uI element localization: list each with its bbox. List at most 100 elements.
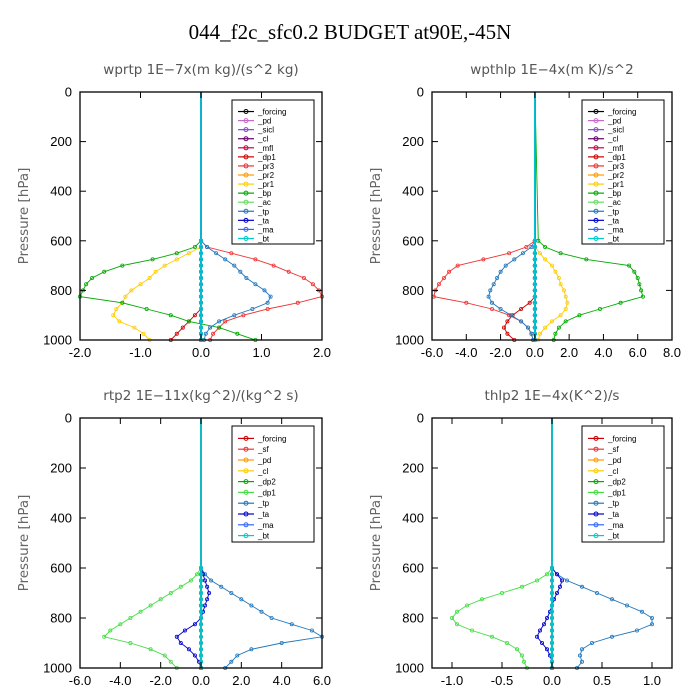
- data-point: [128, 616, 133, 621]
- legend: _forcing_pd_sicl_cl_mfl_dp1_pr3_pr2_pr1_…: [231, 99, 315, 245]
- y-tick-label: 1000: [43, 661, 72, 676]
- legend-marker: [593, 500, 599, 506]
- legend-label: _pr1: [257, 180, 275, 189]
- legend-marker: [243, 522, 249, 528]
- data-point: [286, 269, 291, 274]
- data-point: [578, 653, 583, 658]
- data-point: [488, 288, 493, 293]
- data-point: [532, 269, 537, 274]
- data-point: [640, 294, 645, 299]
- legend-marker: [593, 435, 599, 441]
- data-point: [550, 628, 555, 633]
- data-point: [469, 628, 474, 633]
- data-point: [532, 257, 537, 262]
- legend-label: _forcing: [607, 108, 636, 117]
- y-tick-label: 0: [65, 411, 72, 426]
- x-tick-label: 8.0: [663, 345, 681, 360]
- data-point: [174, 257, 179, 262]
- data-point: [202, 578, 207, 583]
- data-point: [198, 584, 203, 589]
- data-point: [198, 306, 203, 311]
- data-point: [550, 572, 555, 577]
- data-point: [532, 238, 537, 243]
- y-tick-label: 800: [402, 611, 424, 626]
- data-point: [538, 251, 543, 256]
- x-tick-label: -6.0: [421, 345, 443, 360]
- legend-label: _cl: [607, 467, 618, 476]
- data-point: [186, 319, 191, 324]
- data-point: [223, 257, 228, 262]
- data-point: [515, 647, 520, 652]
- data-point: [111, 313, 116, 318]
- legend-label: _ma: [257, 521, 274, 530]
- data-point: [271, 263, 276, 268]
- data-point: [501, 325, 506, 330]
- data-point: [526, 325, 531, 330]
- data-point: [558, 251, 563, 256]
- legend-marker: [593, 190, 599, 196]
- data-point: [132, 325, 137, 330]
- data-point: [532, 275, 537, 280]
- legend-label: _tp: [607, 207, 620, 216]
- data-point: [259, 609, 264, 614]
- data-point: [489, 634, 494, 639]
- legend-marker: [243, 181, 249, 187]
- data-point: [198, 313, 203, 318]
- data-point: [503, 263, 508, 268]
- data-point: [540, 641, 545, 646]
- data-point: [577, 313, 582, 318]
- legend-marker: [593, 163, 599, 169]
- data-point: [162, 653, 167, 658]
- legend-marker: [243, 136, 249, 142]
- data-point: [558, 313, 563, 318]
- x-tick-label: -6.0: [69, 673, 91, 688]
- data-point: [519, 306, 524, 311]
- data-point: [555, 572, 560, 577]
- data-point: [455, 263, 460, 268]
- series-line: [536, 418, 563, 668]
- data-point: [618, 300, 623, 305]
- legend: _forcing _sf _pd _cl _dp2_dp1 _tp _ta _ma _bt: [581, 425, 665, 543]
- data-point: [595, 591, 600, 596]
- x-tick-label: 6.0: [313, 673, 331, 688]
- data-point: [543, 257, 548, 262]
- legend-label: _ta: [257, 216, 270, 225]
- y-tick-label: 0: [65, 85, 72, 100]
- legend-label: _forcing: [257, 434, 286, 443]
- legend-label: _bp: [607, 189, 622, 198]
- legend-label: _pd: [257, 456, 271, 465]
- legend-marker: [593, 489, 599, 495]
- data-point: [558, 584, 563, 589]
- legend-marker: [593, 136, 599, 142]
- data-point: [182, 628, 187, 633]
- data-point: [238, 269, 243, 274]
- data-point: [186, 647, 191, 652]
- legend-marker: [243, 446, 249, 452]
- data-point: [186, 251, 191, 256]
- data-point: [532, 306, 537, 311]
- data-point: [598, 306, 603, 311]
- legend-label: _sicl: [257, 126, 274, 135]
- legend-label: _ma: [607, 521, 624, 530]
- data-point: [464, 300, 469, 305]
- data-point: [522, 659, 527, 664]
- legend-label: _bt: [257, 234, 270, 243]
- legend-marker: [593, 468, 599, 474]
- data-point: [563, 306, 568, 311]
- y-tick-label: 0: [417, 85, 424, 100]
- data-point: [174, 251, 179, 256]
- y-axis-label: Pressure [hPa]: [16, 495, 32, 592]
- legend-marker: [243, 172, 249, 178]
- data-point: [174, 634, 179, 639]
- data-point: [590, 641, 595, 646]
- x-tick-label: -2.0: [489, 345, 511, 360]
- legend-label: _dp2: [607, 478, 626, 487]
- data-point: [269, 616, 274, 621]
- data-point: [198, 319, 203, 324]
- data-point: [524, 244, 529, 249]
- data-point: [289, 622, 294, 627]
- x-tick-label: 2.0: [313, 345, 331, 360]
- legend-label: _ac: [607, 198, 621, 207]
- series-line: [170, 92, 202, 341]
